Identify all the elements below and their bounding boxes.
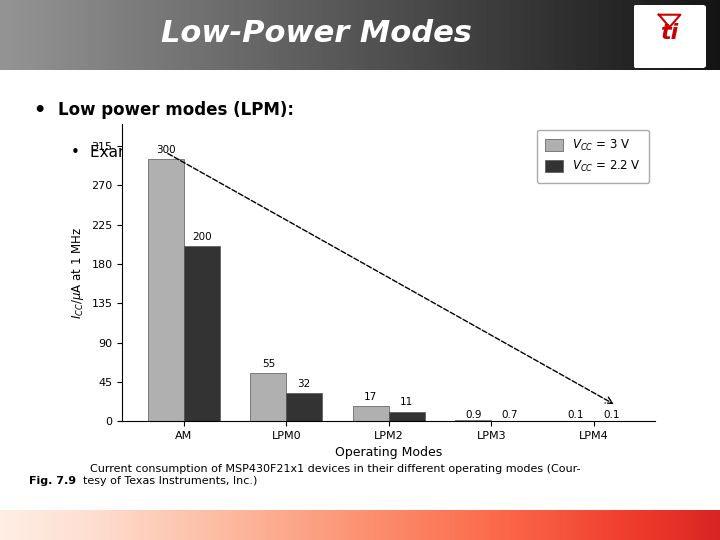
Bar [184,246,220,421]
Text: Low-Power Modes: Low-Power Modes [161,19,472,48]
Legend: $V_{CC}$ = 3 V, $V_{CC}$ = 2.2 V: $V_{CC}$ = 3 V, $V_{CC}$ = 2.2 V [536,130,649,183]
Text: Current consumption of MSP430F21x1 devices in their different operating modes (C: Current consumption of MSP430F21x1 devic… [83,464,580,486]
Text: 300: 300 [156,145,176,155]
Text: 0.1: 0.1 [567,410,584,421]
Text: 0.9: 0.9 [465,410,482,420]
Bar [287,393,323,421]
Bar [148,159,184,421]
FancyBboxPatch shape [634,5,706,68]
Text: Low power modes (LPM):: Low power modes (LPM): [58,101,294,119]
Text: 55: 55 [262,359,275,369]
Bar [353,406,389,421]
Text: 0.7: 0.7 [501,410,518,420]
Y-axis label: $I_{CC}$/$\mu$A at 1 MHz: $I_{CC}$/$\mu$A at 1 MHz [70,227,86,319]
Bar [389,411,425,421]
Text: 0.1: 0.1 [603,410,620,421]
Text: 32: 32 [297,379,311,389]
Text: ti: ti [660,23,679,43]
Text: Example: Typical current consumption (41x family).: Example: Typical current consumption (41… [90,145,485,160]
Bar [251,373,287,421]
Text: •: • [71,145,80,160]
X-axis label: Operating Modes: Operating Modes [336,447,442,460]
Text: •: • [33,101,46,120]
Text: 17: 17 [364,392,377,402]
Text: 200: 200 [192,232,212,242]
Text: Fig. 7.9: Fig. 7.9 [29,476,76,486]
Text: 11: 11 [400,397,413,407]
FancyArrowPatch shape [168,153,613,403]
